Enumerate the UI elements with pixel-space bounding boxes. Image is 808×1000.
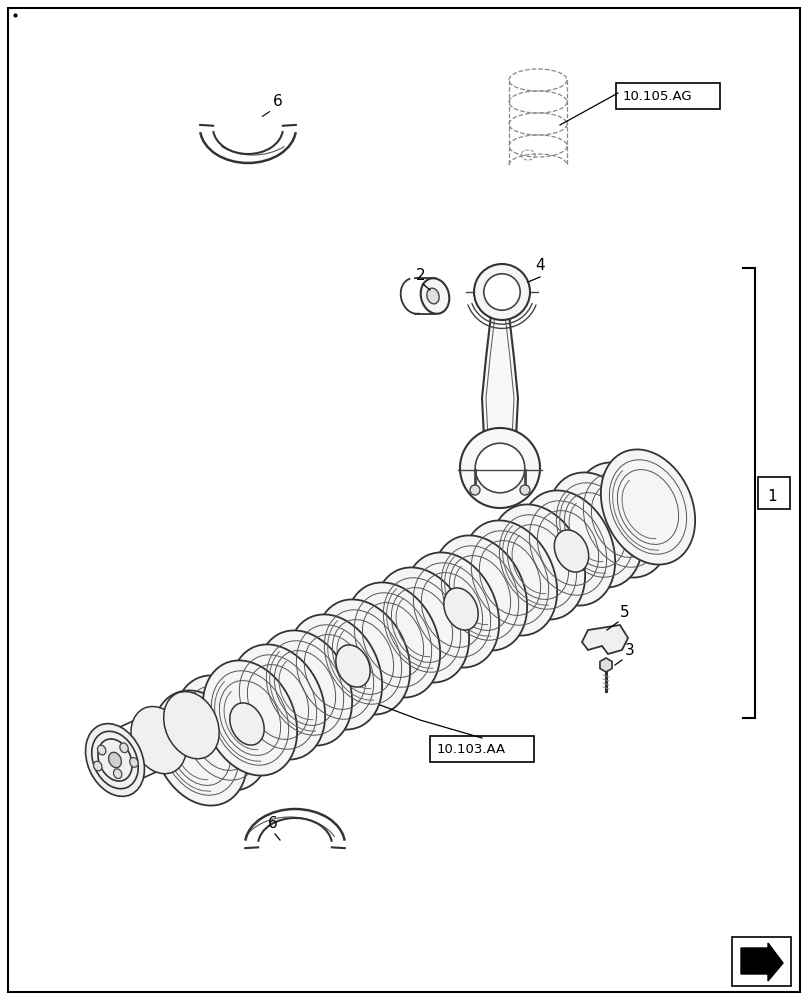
- Ellipse shape: [130, 758, 138, 767]
- Ellipse shape: [164, 692, 219, 759]
- Text: 10.103.AA: 10.103.AA: [437, 743, 506, 756]
- Ellipse shape: [375, 567, 469, 683]
- Text: 10.105.AG: 10.105.AG: [623, 90, 692, 103]
- Text: 6: 6: [273, 94, 283, 109]
- Ellipse shape: [346, 582, 440, 698]
- Ellipse shape: [405, 552, 499, 668]
- Text: 6: 6: [268, 816, 278, 831]
- Ellipse shape: [131, 706, 187, 774]
- Ellipse shape: [108, 752, 121, 768]
- Ellipse shape: [153, 690, 247, 806]
- Ellipse shape: [601, 449, 695, 565]
- Ellipse shape: [433, 535, 527, 651]
- Ellipse shape: [120, 743, 128, 753]
- Ellipse shape: [474, 264, 530, 320]
- Ellipse shape: [92, 731, 138, 789]
- Ellipse shape: [470, 485, 480, 495]
- Ellipse shape: [460, 428, 540, 508]
- Ellipse shape: [484, 274, 520, 310]
- Ellipse shape: [548, 472, 642, 588]
- Ellipse shape: [574, 462, 669, 578]
- Ellipse shape: [229, 703, 264, 745]
- Ellipse shape: [113, 769, 122, 779]
- Ellipse shape: [203, 660, 297, 776]
- FancyBboxPatch shape: [430, 736, 534, 762]
- Ellipse shape: [491, 504, 585, 620]
- Ellipse shape: [427, 288, 440, 304]
- Ellipse shape: [521, 490, 615, 606]
- FancyBboxPatch shape: [616, 83, 720, 109]
- Text: 1: 1: [767, 489, 776, 504]
- Ellipse shape: [463, 520, 558, 636]
- Text: 4: 4: [535, 258, 545, 273]
- Ellipse shape: [231, 644, 325, 760]
- Polygon shape: [582, 625, 628, 654]
- Ellipse shape: [554, 530, 589, 572]
- Ellipse shape: [288, 614, 382, 730]
- Ellipse shape: [94, 761, 102, 771]
- Ellipse shape: [336, 645, 370, 687]
- Ellipse shape: [258, 630, 352, 746]
- FancyBboxPatch shape: [758, 477, 790, 509]
- Ellipse shape: [98, 745, 106, 755]
- Ellipse shape: [421, 278, 449, 314]
- Ellipse shape: [475, 443, 525, 493]
- Polygon shape: [478, 306, 522, 456]
- Text: 2: 2: [416, 268, 426, 283]
- Ellipse shape: [520, 485, 530, 495]
- Ellipse shape: [175, 675, 269, 791]
- Polygon shape: [600, 658, 612, 672]
- Text: 5: 5: [620, 605, 629, 620]
- Ellipse shape: [444, 588, 478, 630]
- Ellipse shape: [86, 724, 145, 796]
- FancyBboxPatch shape: [732, 937, 791, 986]
- Ellipse shape: [316, 599, 410, 715]
- Text: 3: 3: [625, 643, 635, 658]
- Polygon shape: [741, 943, 783, 981]
- Ellipse shape: [98, 739, 132, 781]
